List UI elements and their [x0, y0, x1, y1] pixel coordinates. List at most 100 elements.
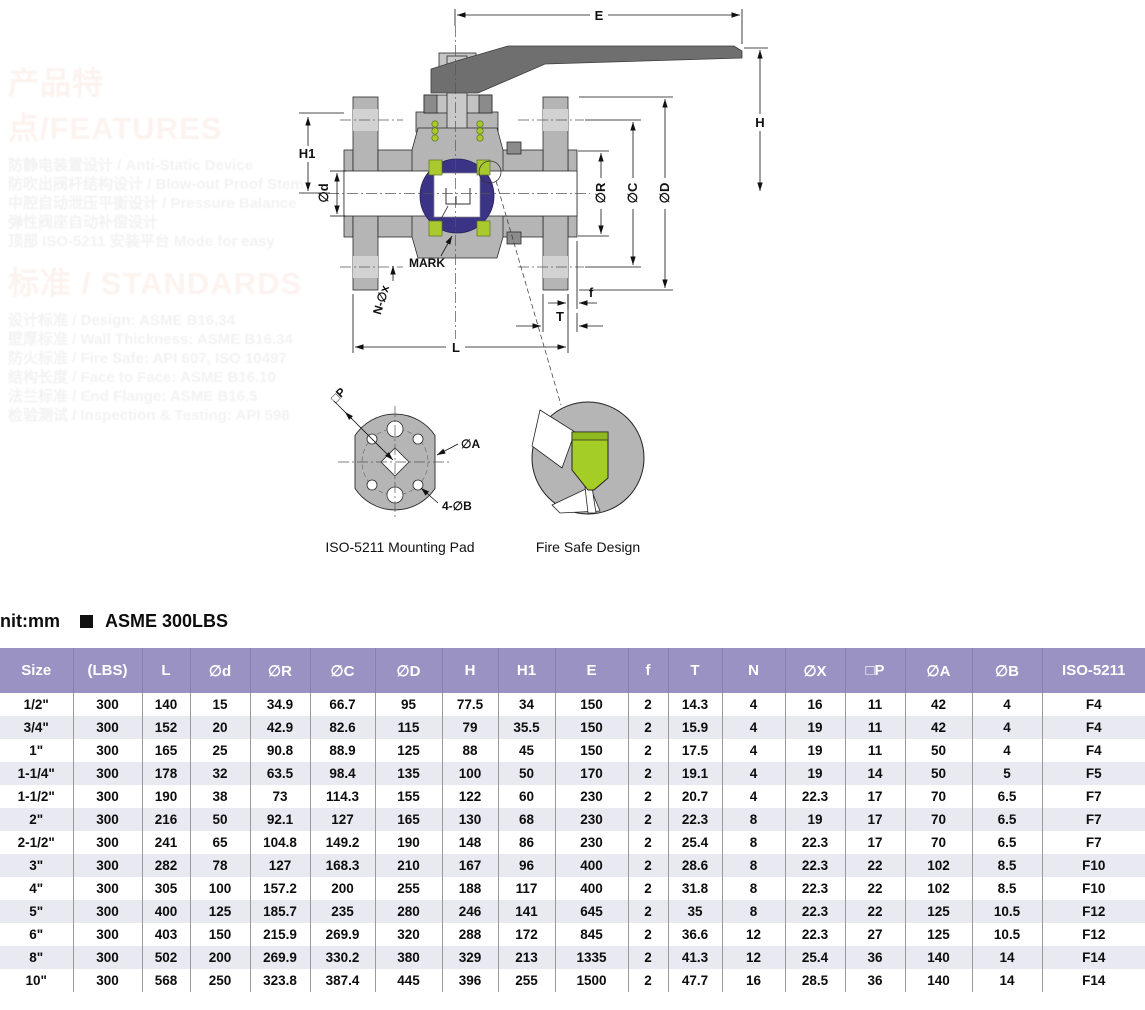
table-row: 2-1/2" 300 241 65 104.8 149.2 190 148 86 230 2 25.4…	[0, 831, 1145, 854]
fire-safe-detail: Fire Safe Design	[531, 401, 645, 555]
detail-callout-circle	[478, 160, 502, 184]
column-header: ISO-5211	[1042, 648, 1145, 693]
table-cell: 66.7	[310, 693, 376, 716]
table-cell: 25.4	[785, 946, 846, 969]
table-cell: 1"	[0, 739, 74, 762]
table-cell: 141	[498, 900, 556, 923]
table-cell: 167	[442, 854, 499, 877]
table-cell: 16	[722, 969, 786, 992]
table-cell: 2	[628, 716, 669, 739]
table-row: 1-1/2" 300 190 38 73 114.3 155 122 60 230 2 20.7 4 22…	[0, 785, 1145, 808]
table-cell: 235	[310, 900, 376, 923]
table-cell: 1500	[555, 969, 629, 992]
dim-label-B: 4-∅B	[442, 499, 472, 513]
table-cell: 70	[905, 831, 973, 854]
table-cell: 269.9	[310, 923, 376, 946]
table-cell: 300	[73, 762, 143, 785]
table-cell: 6.5	[972, 831, 1043, 854]
table-cell: 300	[73, 831, 143, 854]
table-cell: 288	[442, 923, 499, 946]
table-cell: 216	[142, 808, 191, 831]
table-cell: 14	[972, 946, 1043, 969]
watermark-lines: 设计标准 / Design: ASME B16.34 壁厚标准 / Wall Th…	[8, 311, 308, 425]
table-cell: 403	[142, 923, 191, 946]
table-cell: 4	[722, 693, 786, 716]
table-cell: 32	[190, 762, 251, 785]
table-cell: 213	[498, 946, 556, 969]
table-cell: 8.5	[972, 877, 1043, 900]
table-cell: 42	[905, 716, 973, 739]
table-cell: 50	[498, 762, 556, 785]
table-cell: 14	[845, 762, 906, 785]
table-cell: 8	[722, 831, 786, 854]
table-cell: 36.6	[668, 923, 723, 946]
table-cell: 36	[845, 969, 906, 992]
table-cell: 1-1/4"	[0, 762, 74, 785]
seat	[428, 220, 443, 237]
column-header: ∅d	[190, 648, 251, 693]
table-cell: 77.5	[442, 693, 499, 716]
table-cell: 22.3	[668, 808, 723, 831]
table-cell: 65	[190, 831, 251, 854]
table-cell: F10	[1082, 881, 1106, 896]
table-cell: 200	[310, 877, 376, 900]
table-cell: 280	[375, 900, 443, 923]
table-cell: 114.3	[310, 785, 376, 808]
table-cell: 98.4	[310, 762, 376, 785]
column-header: Size	[0, 648, 74, 693]
table-cell: 4	[972, 739, 1043, 762]
table-cell: 2	[628, 693, 669, 716]
table-row: 6" 300 403 150 215.9 269.9 320 288 172 845 2 36.6 12…	[0, 923, 1145, 946]
watermark-features: 产品特点/FEATURES 防静电装置设计 / Anti-Static Devi…	[8, 58, 308, 251]
table-row: 1" 300 165 25 90.8 88.9 125 88 45 150 2 17.5 4 19 11 50…	[0, 739, 1145, 762]
table-cell: 300	[73, 969, 143, 992]
table-cell: 45	[498, 739, 556, 762]
watermark-lines: 防静电装置设计 / Anti-Static Device 防吹出阀杆结构设计 / …	[8, 156, 308, 251]
table-cell: 22.3	[785, 831, 846, 854]
table-cell: F7	[1085, 812, 1102, 827]
table-cell: 17	[845, 785, 906, 808]
table-cell: 300	[73, 877, 143, 900]
metal-gap	[531, 409, 576, 469]
table-cell: 70	[905, 785, 973, 808]
pad-hole	[412, 433, 424, 445]
table-cell: 2	[628, 785, 669, 808]
seat	[428, 159, 443, 176]
unit-bar: nit:mm ASME 300LBS	[0, 608, 228, 634]
table-cell: 4	[722, 785, 786, 808]
unit-label: nit:mm	[0, 610, 60, 631]
table-cell: 22	[845, 900, 906, 923]
table-cell: 125	[905, 900, 973, 923]
dim-label-E: E	[595, 8, 604, 23]
table-cell: 140	[142, 693, 191, 716]
watermark-line: 法兰标准 / End Flange: ASME B16.5	[8, 388, 258, 405]
table-cell: 329	[442, 946, 499, 969]
table-cell: 117	[498, 877, 556, 900]
table-cell: 168.3	[310, 854, 376, 877]
table-cell: 17	[845, 808, 906, 831]
table-cell: 130	[442, 808, 499, 831]
table-cell: 19	[785, 808, 846, 831]
table-cell: 178	[142, 762, 191, 785]
pad-hole	[366, 479, 378, 491]
table-cell: 200	[190, 946, 251, 969]
bolt-hole	[543, 109, 568, 131]
watermark-line: 检验测试 / Inspection & Testing: API 598	[8, 407, 290, 424]
table-cell: 28.5	[785, 969, 846, 992]
table-cell: 150	[555, 716, 629, 739]
table-cell: 2	[628, 739, 669, 762]
table-cell: 8	[722, 877, 786, 900]
watermark-line: 设计标准 / Design: ASME B16.34	[8, 312, 235, 329]
table-cell: 11	[845, 693, 906, 716]
table-cell: 185.7	[250, 900, 311, 923]
table-cell: 22.3	[785, 923, 846, 946]
table-cell: 100	[442, 762, 499, 785]
column-header: ∅C	[310, 648, 376, 693]
table-cell: 6"	[0, 923, 74, 946]
table-cell: 300	[73, 808, 143, 831]
watermark-line: 顶部 ISO-5211 安装平台 Mode for easy	[8, 233, 275, 250]
table-cell: 2	[628, 969, 669, 992]
dim-label-OD: ∅D	[657, 183, 672, 204]
table-cell: 34.9	[250, 693, 311, 716]
